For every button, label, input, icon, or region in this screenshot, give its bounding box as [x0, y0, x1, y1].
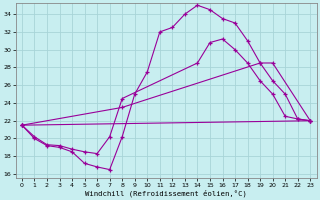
- X-axis label: Windchill (Refroidissement éolien,°C): Windchill (Refroidissement éolien,°C): [85, 189, 247, 197]
